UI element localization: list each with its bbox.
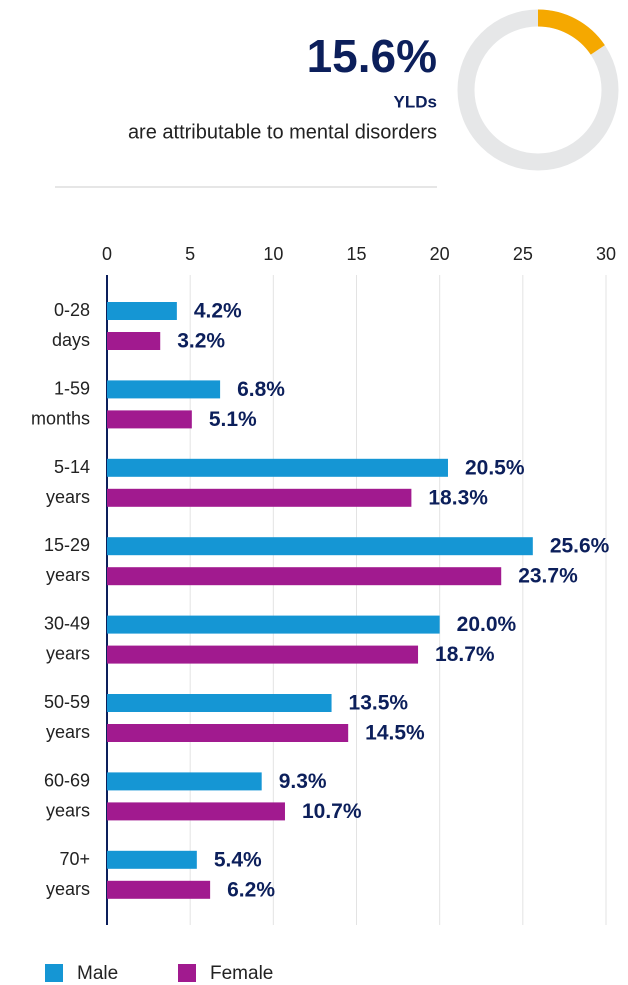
bar — [107, 880, 211, 899]
value-label: 18.3% — [428, 486, 488, 509]
legend-label: Male — [77, 963, 118, 984]
donut-arc — [537, 9, 605, 55]
category-label: 60-69 years — [44, 770, 90, 820]
value-label: 20.5% — [465, 456, 525, 479]
headline-value: 15.6% — [307, 30, 437, 82]
bar — [107, 615, 440, 634]
value-label: 25.6% — [550, 535, 610, 558]
x-tick-label: 10 — [263, 244, 283, 264]
x-tick-label: 30 — [596, 244, 616, 264]
x-tick-label: 0 — [102, 244, 112, 264]
bar — [107, 380, 221, 399]
bar — [107, 332, 161, 350]
x-tick-label: 5 — [185, 244, 195, 264]
bar — [107, 694, 332, 712]
bar — [107, 302, 177, 320]
bar — [107, 537, 533, 556]
value-label: 3.2% — [177, 330, 225, 353]
category-label: 70+ years — [46, 849, 90, 899]
value-label: 4.2% — [194, 300, 242, 323]
category-label: 5-14 years — [46, 457, 90, 507]
category-label: 1-59 months — [31, 378, 90, 428]
value-label: 10.7% — [302, 800, 362, 823]
bar — [107, 567, 502, 586]
value-label: 18.7% — [435, 643, 495, 666]
value-label: 23.7% — [518, 565, 578, 588]
category-label: 0-28 days — [52, 300, 90, 350]
bar — [107, 802, 285, 821]
x-tick-label: 20 — [430, 244, 450, 264]
value-label: 5.4% — [214, 848, 262, 871]
category-label: 50-59 years — [44, 692, 90, 742]
value-label: 5.1% — [209, 408, 257, 431]
value-label: 14.5% — [365, 722, 425, 745]
bar — [107, 488, 412, 507]
bar — [107, 850, 197, 869]
x-tick-label: 25 — [513, 244, 533, 264]
value-label: 6.8% — [237, 378, 285, 401]
bar — [107, 724, 349, 742]
bar — [107, 772, 262, 791]
bar — [107, 410, 192, 429]
value-label: 20.0% — [457, 613, 517, 636]
legend-swatch — [178, 964, 196, 982]
value-label: 6.2% — [227, 878, 275, 901]
x-tick-label: 15 — [346, 244, 366, 264]
legend-swatch — [45, 964, 63, 982]
bar — [107, 645, 419, 664]
headline-subtitle: YLDs — [394, 92, 437, 111]
headline-note: are attributable to mental disorders — [128, 121, 437, 143]
bar — [107, 458, 448, 477]
category-label: 30-49 years — [44, 613, 90, 663]
value-label: 9.3% — [279, 770, 327, 793]
category-label: 15-29 years — [44, 535, 90, 585]
value-label: 13.5% — [349, 692, 409, 715]
legend-label: Female — [210, 963, 273, 984]
